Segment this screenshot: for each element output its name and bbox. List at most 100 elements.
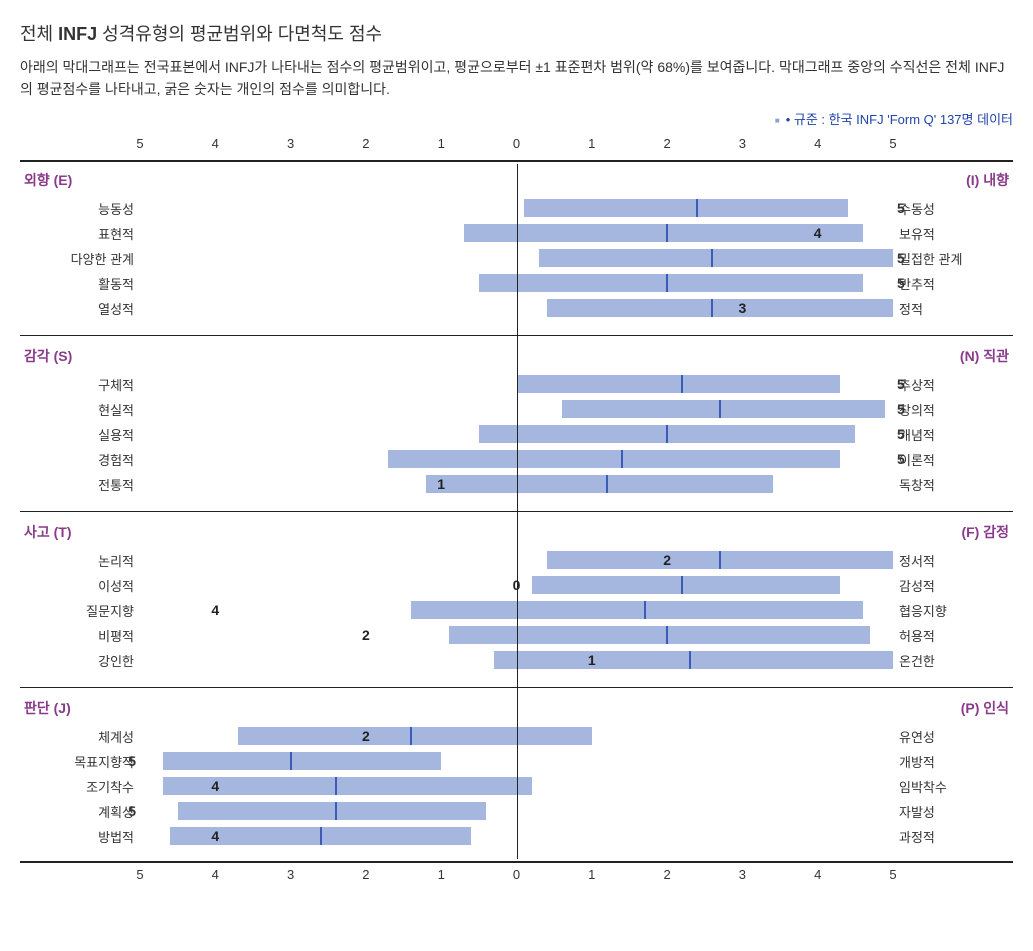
facet-left-label: 조기착수 (20, 777, 140, 796)
facet-left-label: 체계성 (20, 727, 140, 746)
facet-left-label: 강인한 (20, 651, 140, 670)
range-bar (539, 249, 893, 267)
axis-tick: 5 (889, 867, 896, 882)
mean-line (666, 626, 668, 644)
personal-score: 5 (897, 426, 917, 442)
mean-line (666, 425, 668, 443)
mean-line (681, 576, 683, 594)
axis-tick: 1 (438, 136, 445, 151)
range-bar (163, 752, 442, 770)
range-bar (479, 274, 863, 292)
mean-line (621, 450, 623, 468)
range-bar (464, 224, 863, 242)
facet-right-label: 자발성 (893, 802, 1013, 821)
personal-score: 4 (814, 225, 822, 241)
range-bar (547, 299, 893, 317)
axis-tick: 4 (212, 867, 219, 882)
range-bar (449, 626, 871, 644)
mean-line (689, 651, 691, 669)
axis-tick: 4 (814, 867, 821, 882)
facet-right-label: 개방적 (893, 752, 1013, 771)
axis-tick: 2 (663, 136, 670, 151)
personal-score: 0 (513, 577, 521, 593)
chart-legend: • 규준 : 한국 INFJ 'Form Q' 137명 데이터 (20, 109, 1013, 128)
facet-left-label: 현실적 (20, 400, 140, 419)
axis-tick: 3 (739, 136, 746, 151)
group-header-right: (F) 감정 (961, 522, 1009, 542)
center-axis-line (517, 164, 518, 859)
facet-right-label: 정서적 (893, 551, 1013, 570)
mean-line (320, 827, 322, 845)
chart-title: 전체 INFJ 성격유형의 평균범위와 다면척도 점수 (20, 20, 1013, 46)
axis-tick: 3 (739, 867, 746, 882)
axis-tick: 2 (663, 867, 670, 882)
facet-left-label: 논리적 (20, 551, 140, 570)
personal-score: 5 (897, 376, 917, 392)
axis-tick: 4 (814, 136, 821, 151)
facet-right-label: 허용적 (893, 626, 1013, 645)
facet-left-label: 구체적 (20, 375, 140, 394)
personal-score: 5 (897, 451, 917, 467)
mean-line (711, 249, 713, 267)
group-header-right: (I) 내향 (966, 170, 1009, 190)
personal-score: 5 (116, 803, 136, 819)
facet-right-label: 온건한 (893, 651, 1013, 670)
mean-line (410, 727, 412, 745)
axis-tick: 4 (212, 136, 219, 151)
facet-right-label: 협응지향 (893, 601, 1013, 620)
personal-score: 2 (362, 728, 370, 744)
personal-score: 5 (897, 275, 917, 291)
facet-left-label: 실용적 (20, 425, 140, 444)
axis-tick: 3 (287, 867, 294, 882)
group-header-left: 감각 (S) (24, 346, 72, 366)
mean-line (696, 199, 698, 217)
axis-tick: 0 (513, 136, 520, 151)
facet-left-label: 표현적 (20, 224, 140, 243)
range-bar (411, 601, 863, 619)
axis-bottom: 5 4 3 2 1 0 1 2 3 4 5 (20, 865, 1013, 889)
axis-tick: 1 (438, 867, 445, 882)
facet-right-label: 감성적 (893, 576, 1013, 595)
mean-line (666, 274, 668, 292)
facet-left-label: 비평적 (20, 626, 140, 645)
personal-score: 5 (897, 401, 917, 417)
axis-tick: 5 (136, 136, 143, 151)
axis-tick: 1 (588, 867, 595, 882)
mean-line (606, 475, 608, 493)
group-header-left: 외향 (E) (24, 170, 72, 190)
personal-score: 5 (116, 753, 136, 769)
facet-right-label: 보유적 (893, 224, 1013, 243)
axis-tick: 2 (362, 867, 369, 882)
facet-left-label: 활동적 (20, 274, 140, 293)
personal-score: 4 (211, 778, 219, 794)
mean-line (335, 802, 337, 820)
mean-line (335, 777, 337, 795)
mean-line (719, 400, 721, 418)
personal-score: 1 (437, 476, 445, 492)
axis-tick: 5 (136, 867, 143, 882)
personal-score: 1 (588, 652, 596, 668)
facet-left-label: 방법적 (20, 827, 140, 846)
axis-tick: 0 (513, 867, 520, 882)
mean-line (681, 375, 683, 393)
mean-line (290, 752, 292, 770)
range-bar (532, 576, 841, 594)
facet-left-label: 능동성 (20, 199, 140, 218)
group-header-right: (P) 인식 (961, 698, 1009, 718)
range-bar (178, 802, 487, 820)
axis-tick: 1 (588, 136, 595, 151)
personal-score: 5 (897, 250, 917, 266)
facet-left-label: 다양한 관계 (20, 249, 140, 268)
group-header-right: (N) 직관 (960, 346, 1009, 366)
mean-line (644, 601, 646, 619)
range-bar (517, 375, 841, 393)
group-header-left: 사고 (T) (24, 522, 72, 542)
range-bar (426, 475, 772, 493)
personal-score: 5 (897, 200, 917, 216)
facet-left-label: 이성적 (20, 576, 140, 595)
facet-right-label: 정적 (893, 299, 1013, 318)
range-bar (524, 199, 848, 217)
range-bar (494, 651, 893, 669)
facet-right-label: 과정적 (893, 827, 1013, 846)
personal-score: 4 (211, 602, 219, 618)
